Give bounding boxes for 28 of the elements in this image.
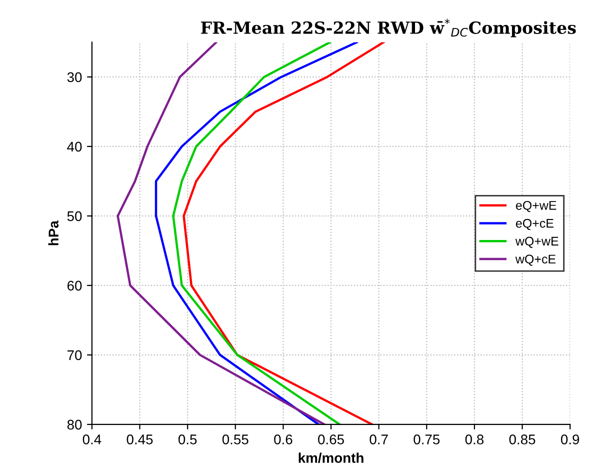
y-axis-title: hPa xyxy=(48,220,58,246)
y-tick-label: 60 xyxy=(67,280,82,291)
line-series xyxy=(154,42,358,424)
line-series xyxy=(182,42,385,424)
x-tick-label: 0.55 xyxy=(222,434,248,444)
x-tick-label: 0.75 xyxy=(414,434,440,444)
x-tick-label: 0.7 xyxy=(370,434,388,444)
y-tick-label: 70 xyxy=(67,350,82,360)
x-tick-label: 0.9 xyxy=(560,434,580,444)
legend-label: eQ+wE xyxy=(516,200,556,212)
line-series xyxy=(116,42,326,424)
x-tick-label: 0.85 xyxy=(509,434,536,444)
x-axis-title: km/month xyxy=(298,452,364,464)
chart-title: FR-Mean 22S-22N RWD w̄$^{*}$$_{DC}$Composites xyxy=(201,18,576,38)
x-tick-label: 0.45 xyxy=(126,434,153,444)
legend-label: wQ+cE xyxy=(515,254,556,266)
x-tick-label: 0.65 xyxy=(318,434,344,444)
x-tick-label: 0.6 xyxy=(274,434,292,444)
legend-label: eQ+cE xyxy=(516,218,554,230)
line-series xyxy=(172,42,341,424)
x-tick-label: 0.8 xyxy=(465,434,484,444)
y-tick-label: 40 xyxy=(67,142,82,152)
legend-label: wQ+wE xyxy=(515,236,558,248)
y-tick-label: 50 xyxy=(67,211,82,222)
x-tick-label: 0.4 xyxy=(82,434,102,444)
x-tick-label: 0.5 xyxy=(178,434,197,444)
y-tick-label: 80 xyxy=(67,420,82,430)
y-tick-label: 30 xyxy=(67,72,82,82)
